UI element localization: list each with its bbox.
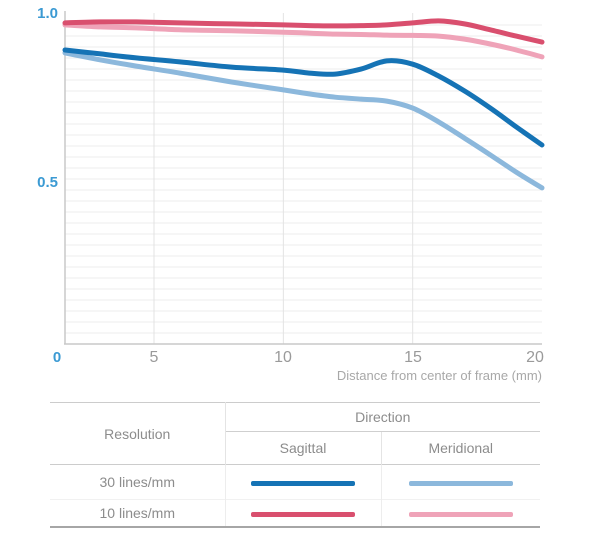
x-axis-caption: Distance from center of frame (mm)	[336, 368, 542, 383]
legend-subheader-row: Sagittal Meridional	[50, 431, 540, 465]
plot-canvas	[62, 11, 545, 345]
x-tick-0: 0	[52, 349, 62, 366]
legend-line-30-sagittal	[251, 480, 355, 486]
direction-header: Direction	[225, 402, 540, 432]
chart-area: 1.0 0.5 0 5 10 15 20 Distance from cente…	[37, 5, 545, 383]
legend-cell-30-meridional	[381, 465, 540, 500]
x-tick-5: 5	[149, 349, 159, 366]
legend-cell-10-meridional	[381, 500, 540, 528]
legend-row-30-lines: 30 lines/mm	[50, 464, 540, 500]
x-tick-15: 15	[404, 349, 422, 366]
legend-label-10-lines: 10 lines/mm	[50, 499, 226, 527]
sagittal-header: Sagittal	[225, 431, 382, 465]
legend-row-10-lines: 10 lines/mm	[50, 499, 540, 528]
meridional-header: Meridional	[428, 440, 494, 456]
legend-cell-10-sagittal	[225, 499, 382, 527]
legend-table: Resolution Direction Sagittal Meridional…	[50, 402, 540, 528]
legend-line-10-sagittal	[251, 511, 355, 517]
legend-cell-30-sagittal	[225, 464, 382, 500]
x-tick-20: 20	[526, 349, 544, 366]
y-tick-0-5: 0.5	[37, 174, 58, 191]
legend-label-30-lines: 30 lines/mm	[50, 464, 226, 500]
legend-header-direction-row: Resolution Direction	[50, 402, 540, 465]
legend-line-30-meridional	[408, 480, 513, 486]
y-tick-1-0: 1.0	[37, 5, 58, 22]
legend-line-10-meridional	[408, 511, 513, 517]
x-tick-10: 10	[274, 349, 292, 366]
resolution-header: Resolution	[50, 402, 226, 465]
